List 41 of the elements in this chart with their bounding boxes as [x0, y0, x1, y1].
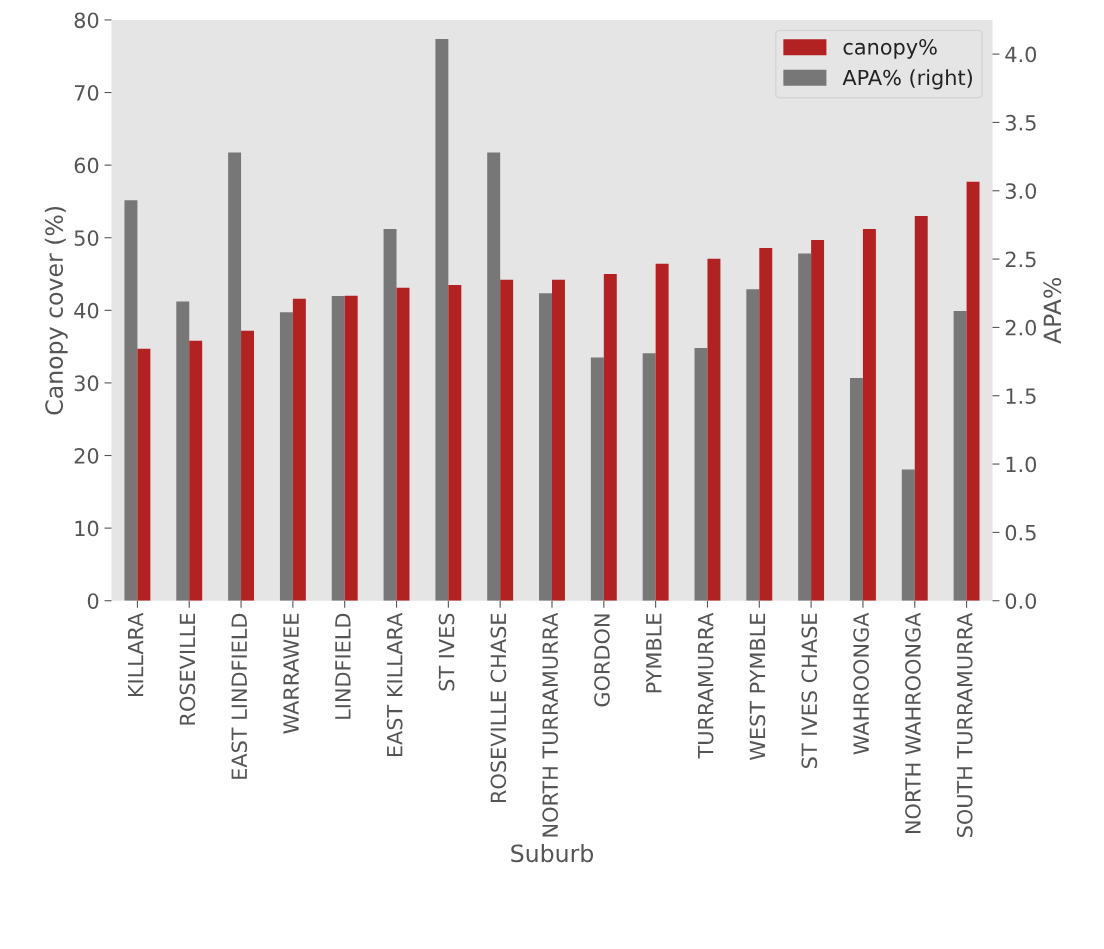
- y-tick-label: 40: [74, 302, 99, 319]
- y2-tick-label: 2.0: [1005, 319, 1037, 336]
- legend-label: APA% (right): [842, 69, 972, 90]
- x-tick-label: ROSEVILLE: [179, 613, 196, 725]
- legend-label: canopy%: [843, 39, 937, 59]
- x-tick-label: SOUTH TURRAMURRA: [956, 612, 973, 837]
- x-tick-label: ROSEVILLE CHASE: [490, 613, 507, 802]
- y-tick-label: 70: [74, 84, 99, 101]
- y2-tick-label: 3.0: [1005, 183, 1037, 199]
- y2-tick-label: 1.0: [1006, 456, 1037, 473]
- y2-tick-label: 0.0: [1005, 593, 1037, 609]
- y2-tick-label: 1.5: [1006, 388, 1036, 404]
- x-tick-label: WEST PYMBLE: [749, 613, 766, 761]
- y-tick-label: 10: [75, 520, 99, 537]
- x-tick-label: PYMBLE: [646, 613, 662, 693]
- x-tick-label: NORTH WAHROONGA: [905, 612, 921, 834]
- x-tick-label: NORTH TURRAMURRA: [542, 612, 559, 837]
- y-tick-label: 20: [74, 447, 99, 464]
- x-tick-label: EAST KILLARA: [386, 612, 403, 757]
- y2-axis-title: APA%: [1043, 277, 1062, 344]
- x-tick-label: LINDFIELD: [335, 613, 351, 719]
- x-tick-label: ST IVES: [438, 613, 455, 691]
- x-tick-label: GORDON: [594, 614, 610, 707]
- x-tick-label: KILLARA: [127, 612, 144, 697]
- y2-tick-label: 4.0: [1005, 46, 1037, 63]
- y-tick-label: 80: [74, 12, 99, 29]
- x-tick-label: EAST LINDFIELD: [231, 613, 248, 779]
- x-tick-label: ST IVES CHASE: [801, 613, 818, 768]
- x-axis-title: Suburb: [511, 843, 594, 863]
- y2-tick-label: 0.5: [1005, 524, 1036, 541]
- y-tick-label: 0: [87, 593, 99, 609]
- x-tick-label: WAHROONGA: [853, 612, 869, 755]
- y-axis-title: Canopy cover (%): [44, 206, 68, 415]
- bar: [914, 215, 928, 601]
- y-tick-label: 60: [74, 157, 99, 174]
- x-tick-label: WARRAWEE: [283, 613, 299, 734]
- y2-tick-label: 2.5: [1005, 251, 1036, 268]
- x-tick-label: TURRAMURRA: [698, 612, 714, 759]
- y-tick-label: 30: [74, 375, 99, 392]
- y-tick-label: 50: [74, 230, 99, 246]
- y2-tick-label: 3.5: [1005, 114, 1036, 131]
